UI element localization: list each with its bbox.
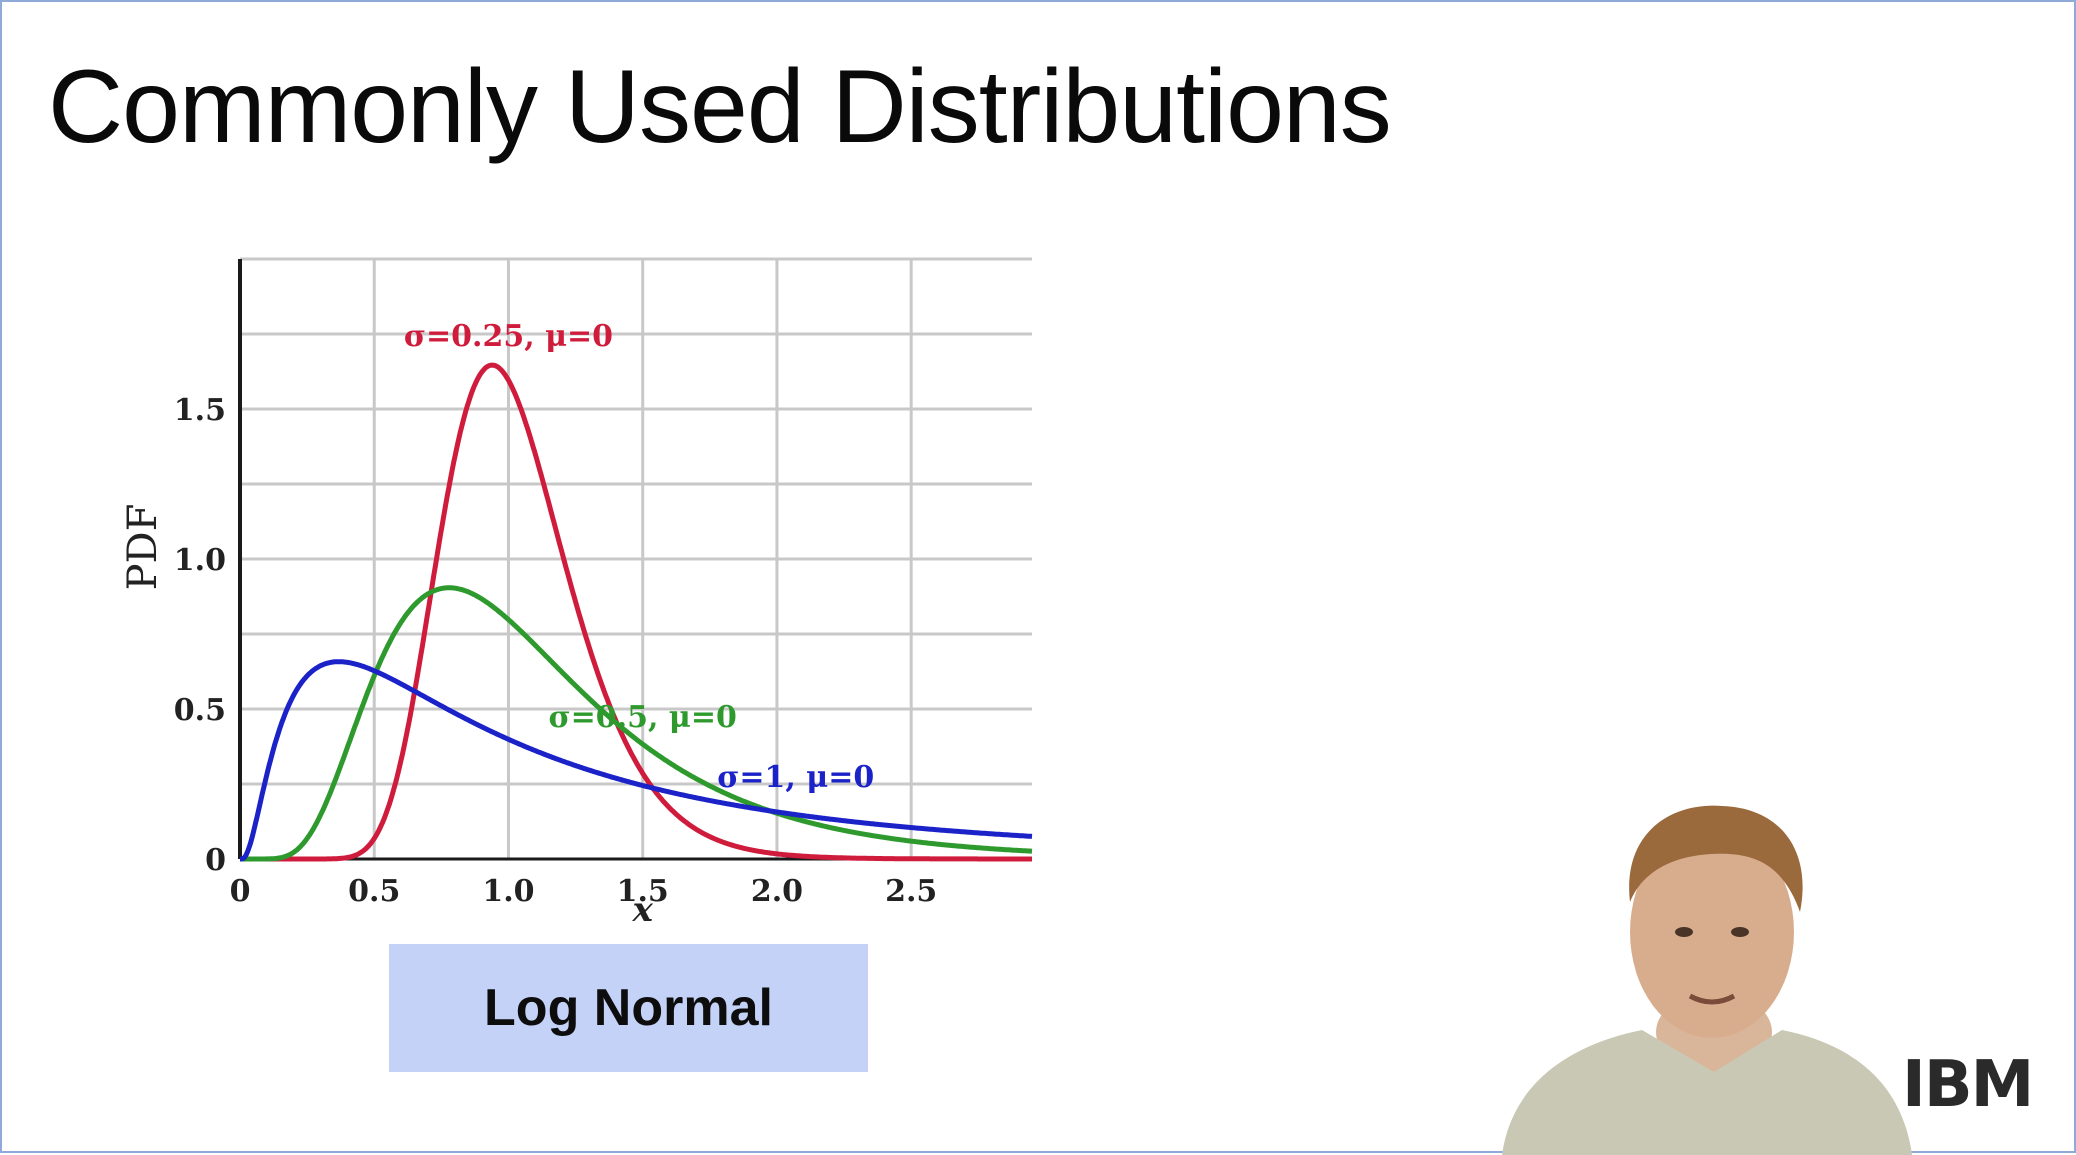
series-label-3: σ=1, μ=0 [717,760,874,795]
series-line-2 [238,585,1034,862]
series-line-1 [238,362,1034,862]
series-label-1: σ=0.25, μ=0 [404,319,613,354]
x-tick-label: 1.5 [617,874,669,909]
y-tick-label: 1.5 [174,393,226,428]
caption-box: Log Normal [389,944,868,1072]
presenter-hair [1629,805,1803,912]
presenter-face [1630,826,1794,1038]
slide-title: Commonly Used Distributions [48,49,1392,165]
presenter-eye-right [1731,927,1749,937]
y-tick-label: 0 [205,843,226,878]
presenter-eye-left [1675,927,1693,937]
y-axis-label: PDF [120,504,166,591]
series-label-2: σ=0.5, μ=0 [549,700,737,735]
presenter-mouth [1688,993,1736,1005]
series-line-3 [238,659,1034,862]
x-tick-label: 2.5 [885,874,937,909]
caption-text: Log Normal [484,979,773,1037]
y-tick-label: 1.0 [174,543,226,578]
x-tick-label: 1.0 [482,874,534,909]
ibm-logo: IBM [1902,1048,2034,1122]
y-tick-label: 0.5 [174,693,226,728]
x-tick-label: 2.0 [751,874,803,909]
x-tick-label: 0 [230,874,251,909]
x-tick-label: 0.5 [348,874,400,909]
presenter-video [1502,805,1912,1155]
presenter-shirt [1502,1030,1912,1155]
x-axis-label: x [632,890,654,930]
